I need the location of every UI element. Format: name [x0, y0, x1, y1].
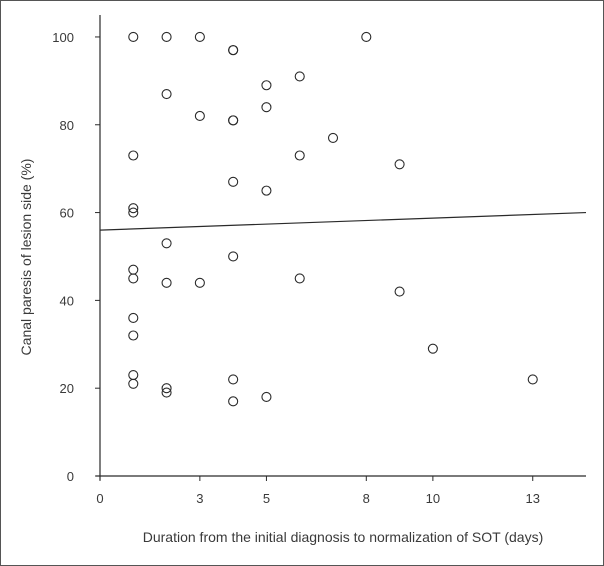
- y-axis-title: Canal paresis of lesion side (%): [18, 159, 34, 356]
- axes: [96, 15, 586, 480]
- y-tick-label: 60: [60, 206, 74, 221]
- data-point: [294, 273, 305, 284]
- x-axis-title: Duration from the initial diagnosis to n…: [143, 529, 543, 545]
- ticks: 0 20 40 60 80 100 0 3 5 8 10 13: [52, 30, 540, 506]
- data-point: [128, 330, 139, 341]
- data-point: [527, 374, 538, 385]
- data-point: [161, 31, 172, 43]
- y-tick-label: 0: [67, 469, 74, 484]
- data-point: [394, 159, 405, 170]
- data-point: [194, 277, 205, 288]
- data-point: [228, 45, 239, 56]
- x-tick-label: 3: [196, 491, 203, 506]
- data-point: [128, 31, 139, 43]
- data-point: [228, 251, 239, 262]
- data-point: [261, 102, 272, 113]
- data-point: [327, 132, 339, 143]
- data-point: [427, 343, 438, 354]
- y-tick-label: 40: [60, 293, 74, 308]
- data-point: [294, 71, 305, 82]
- x-tick-label: 10: [426, 491, 440, 506]
- data-point: [194, 31, 205, 43]
- data-point: [228, 115, 239, 126]
- data-point: [394, 286, 405, 297]
- y-tick-label: 80: [60, 118, 74, 133]
- x-tick-label: 5: [263, 491, 270, 506]
- data-point: [128, 312, 139, 323]
- data-point: [128, 203, 139, 214]
- data-point: [361, 31, 372, 43]
- data-point: [261, 80, 272, 91]
- x-tick-label: 13: [526, 491, 540, 506]
- y-tick-label: 20: [60, 381, 74, 396]
- data-point: [261, 185, 272, 196]
- data-point: [128, 273, 139, 284]
- data-point: [261, 391, 272, 403]
- data-point: [128, 150, 139, 161]
- data-point: [128, 378, 139, 389]
- data-point: [228, 176, 239, 187]
- data-points: [128, 31, 538, 407]
- data-point: [161, 277, 172, 288]
- data-point: [228, 374, 239, 385]
- y-tick-label: 100: [52, 30, 74, 45]
- x-tick-label: 0: [96, 491, 103, 506]
- data-point: [128, 369, 139, 381]
- data-point: [294, 150, 305, 161]
- data-point: [161, 238, 172, 249]
- data-point: [194, 110, 205, 122]
- data-point: [128, 264, 139, 275]
- data-point: [128, 207, 139, 218]
- data-point: [161, 383, 172, 394]
- data-point: [161, 88, 172, 100]
- x-tick-label: 8: [363, 491, 370, 506]
- data-point: [228, 396, 239, 407]
- trend-line: [99, 211, 587, 231]
- data-point: [161, 387, 172, 398]
